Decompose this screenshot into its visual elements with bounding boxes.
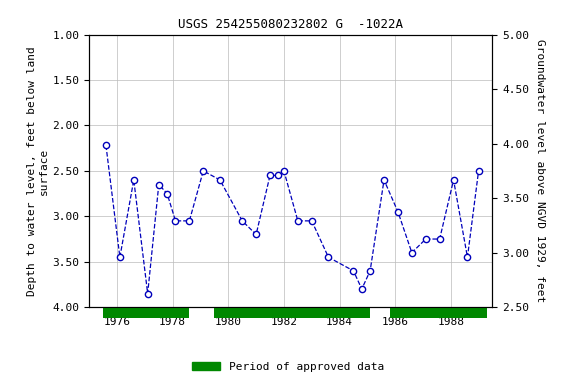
Bar [389, 307, 487, 318]
Legend: Period of approved data: Period of approved data [188, 358, 388, 377]
Y-axis label: Groundwater level above NGVD 1929, feet: Groundwater level above NGVD 1929, feet [535, 39, 545, 303]
Bar [214, 307, 370, 318]
Title: USGS 254255080232802 G  -1022A: USGS 254255080232802 G -1022A [179, 18, 403, 31]
Y-axis label: Depth to water level, feet below land
surface: Depth to water level, feet below land su… [27, 46, 48, 296]
Bar [103, 307, 190, 318]
